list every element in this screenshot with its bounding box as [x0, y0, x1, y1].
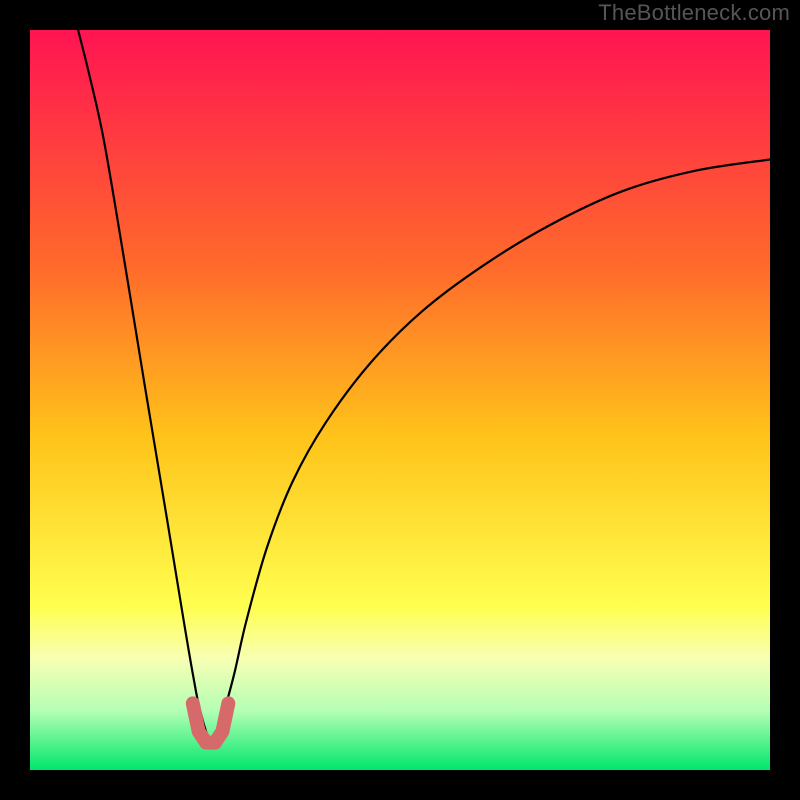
gradient-background: [30, 30, 770, 770]
chart-frame: TheBottleneck.com: [0, 0, 800, 800]
watermark-text: TheBottleneck.com: [598, 0, 790, 26]
plot-area: [30, 30, 770, 770]
plot-svg: [30, 30, 770, 770]
